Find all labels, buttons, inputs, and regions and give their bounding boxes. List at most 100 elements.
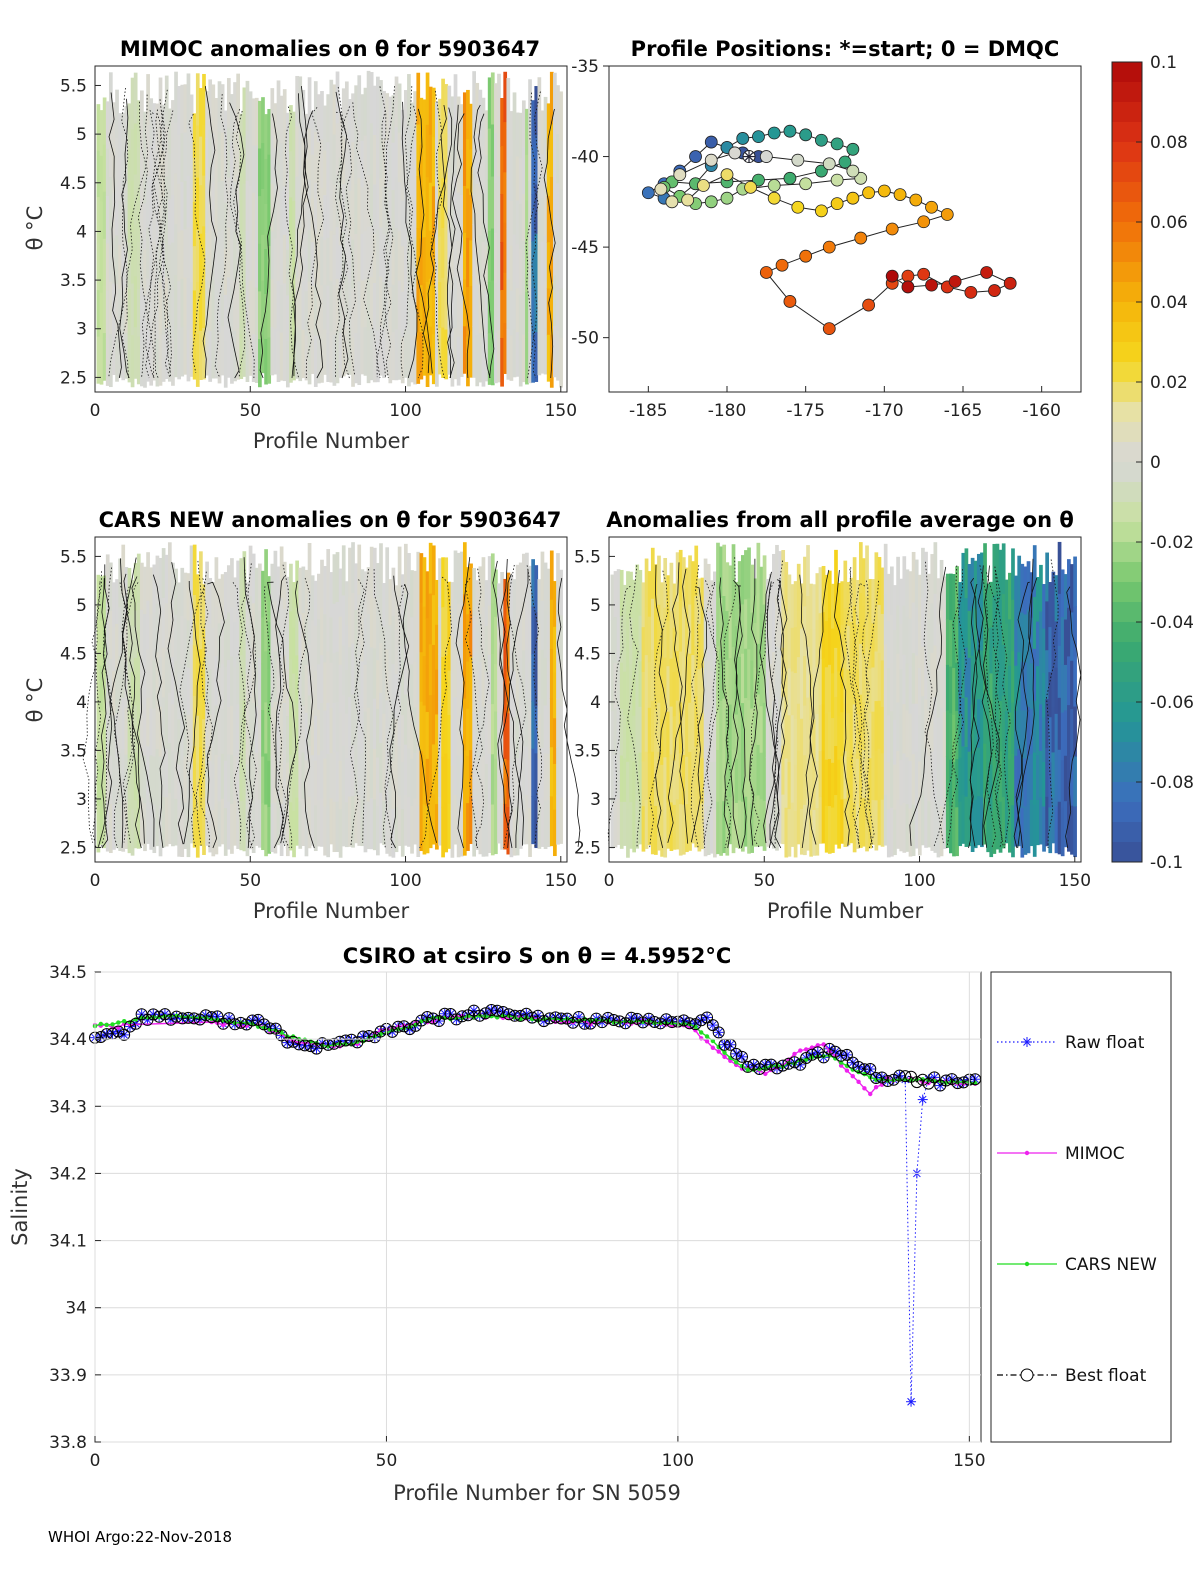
heat-cell xyxy=(174,752,178,800)
heat-cell xyxy=(199,551,203,601)
heat-cell xyxy=(242,551,247,602)
best-float-point xyxy=(940,1074,953,1087)
heat-cell xyxy=(264,702,268,755)
heat-cell xyxy=(980,552,984,603)
heat-cell xyxy=(317,709,321,756)
heat-cell xyxy=(784,561,789,612)
heat-cell xyxy=(292,156,296,202)
heat-cell xyxy=(487,556,492,607)
heat-cell xyxy=(202,124,206,177)
heat-cell xyxy=(403,137,408,187)
colorbar-step xyxy=(1112,842,1142,863)
best-float-point xyxy=(473,1009,486,1022)
heat-cell xyxy=(1057,697,1062,751)
heat-cell xyxy=(525,746,529,796)
contour-line xyxy=(195,578,210,846)
heat-cell xyxy=(700,713,705,759)
heat-cell xyxy=(245,718,250,766)
heat-cell xyxy=(102,144,107,193)
heat-cell xyxy=(112,238,116,285)
heat-cell xyxy=(1023,662,1028,711)
heat-cell xyxy=(939,707,944,758)
heat-cell xyxy=(292,627,296,675)
heat-cell xyxy=(469,703,473,751)
heat-cell xyxy=(195,229,200,283)
heat-cell xyxy=(298,127,303,179)
axes: -185 -180 -175 -170 -165 -160-35-40-45-50 xyxy=(571,57,1082,421)
heat-cell xyxy=(1004,711,1009,756)
heat-cell xyxy=(133,705,138,754)
heat-cell xyxy=(295,702,299,751)
heat-cell xyxy=(276,180,281,232)
heat-cell xyxy=(236,560,240,610)
cars-point xyxy=(699,1030,704,1035)
contour-line xyxy=(284,106,300,379)
best-float-point xyxy=(129,1017,142,1030)
best-float-point xyxy=(899,1070,912,1083)
heat-cell xyxy=(400,291,405,338)
heat-cell xyxy=(546,149,551,197)
heat-cell xyxy=(428,326,433,376)
heat-cell xyxy=(905,569,910,617)
heat-cell xyxy=(366,801,371,850)
heat-cell xyxy=(759,566,764,614)
heat-cell xyxy=(428,86,433,136)
heat-cell xyxy=(871,800,876,845)
heat-cell xyxy=(202,277,206,329)
heat-cell xyxy=(338,760,343,810)
heat-cell xyxy=(543,143,548,190)
heat-cell xyxy=(199,747,203,797)
heat-cell xyxy=(192,645,197,697)
heat-cell xyxy=(230,286,234,336)
contour-line xyxy=(844,568,863,849)
heat-cell xyxy=(759,706,764,754)
heat-cell xyxy=(1042,717,1046,763)
heat-cell xyxy=(1014,755,1018,802)
heat-cell xyxy=(632,806,636,853)
heat-cell xyxy=(124,332,129,379)
heat-cell xyxy=(388,809,393,857)
profile-position xyxy=(752,173,765,187)
heat-cell xyxy=(304,665,309,714)
heat-cell xyxy=(105,148,110,197)
profile-position xyxy=(654,182,668,196)
heat-cell xyxy=(961,794,966,844)
heat-cell xyxy=(632,715,636,762)
heat-cell xyxy=(478,187,483,237)
profile-position xyxy=(846,191,860,205)
y-tick-label: 2.5 xyxy=(60,368,87,388)
heat-cell xyxy=(731,595,736,648)
heat-cell xyxy=(899,805,904,852)
heat-cell xyxy=(332,702,337,753)
heat-cell xyxy=(1039,611,1043,659)
colorbar-step xyxy=(1112,282,1142,303)
heat-cell xyxy=(146,697,150,747)
contour-line xyxy=(389,575,410,849)
heat-cell xyxy=(155,291,160,340)
heat-cell xyxy=(694,646,699,697)
heat-cell xyxy=(453,226,458,278)
heat-cell xyxy=(722,749,727,802)
heat-cell xyxy=(967,564,972,612)
heat-cell xyxy=(537,176,542,227)
heat-cell xyxy=(722,698,727,751)
heat-cell xyxy=(549,747,554,797)
heat-cell xyxy=(890,614,894,664)
heat-cell xyxy=(282,796,287,845)
heat-cell xyxy=(102,333,107,381)
heat-cell xyxy=(958,582,963,627)
heat-cell xyxy=(279,332,284,381)
heat-cell xyxy=(323,105,327,151)
heat-cell xyxy=(143,803,147,852)
heat-cell xyxy=(164,75,169,127)
y-tick-label: -45 xyxy=(571,238,599,258)
plot-area xyxy=(641,124,1017,336)
heat-cell xyxy=(431,235,436,286)
heat-cell xyxy=(149,289,154,338)
heat-cell xyxy=(171,609,175,658)
heat-cell xyxy=(304,617,309,666)
heat-cell xyxy=(140,703,144,752)
heat-cell xyxy=(556,553,560,603)
heat-cell xyxy=(781,550,786,600)
heat-cell xyxy=(180,664,185,713)
